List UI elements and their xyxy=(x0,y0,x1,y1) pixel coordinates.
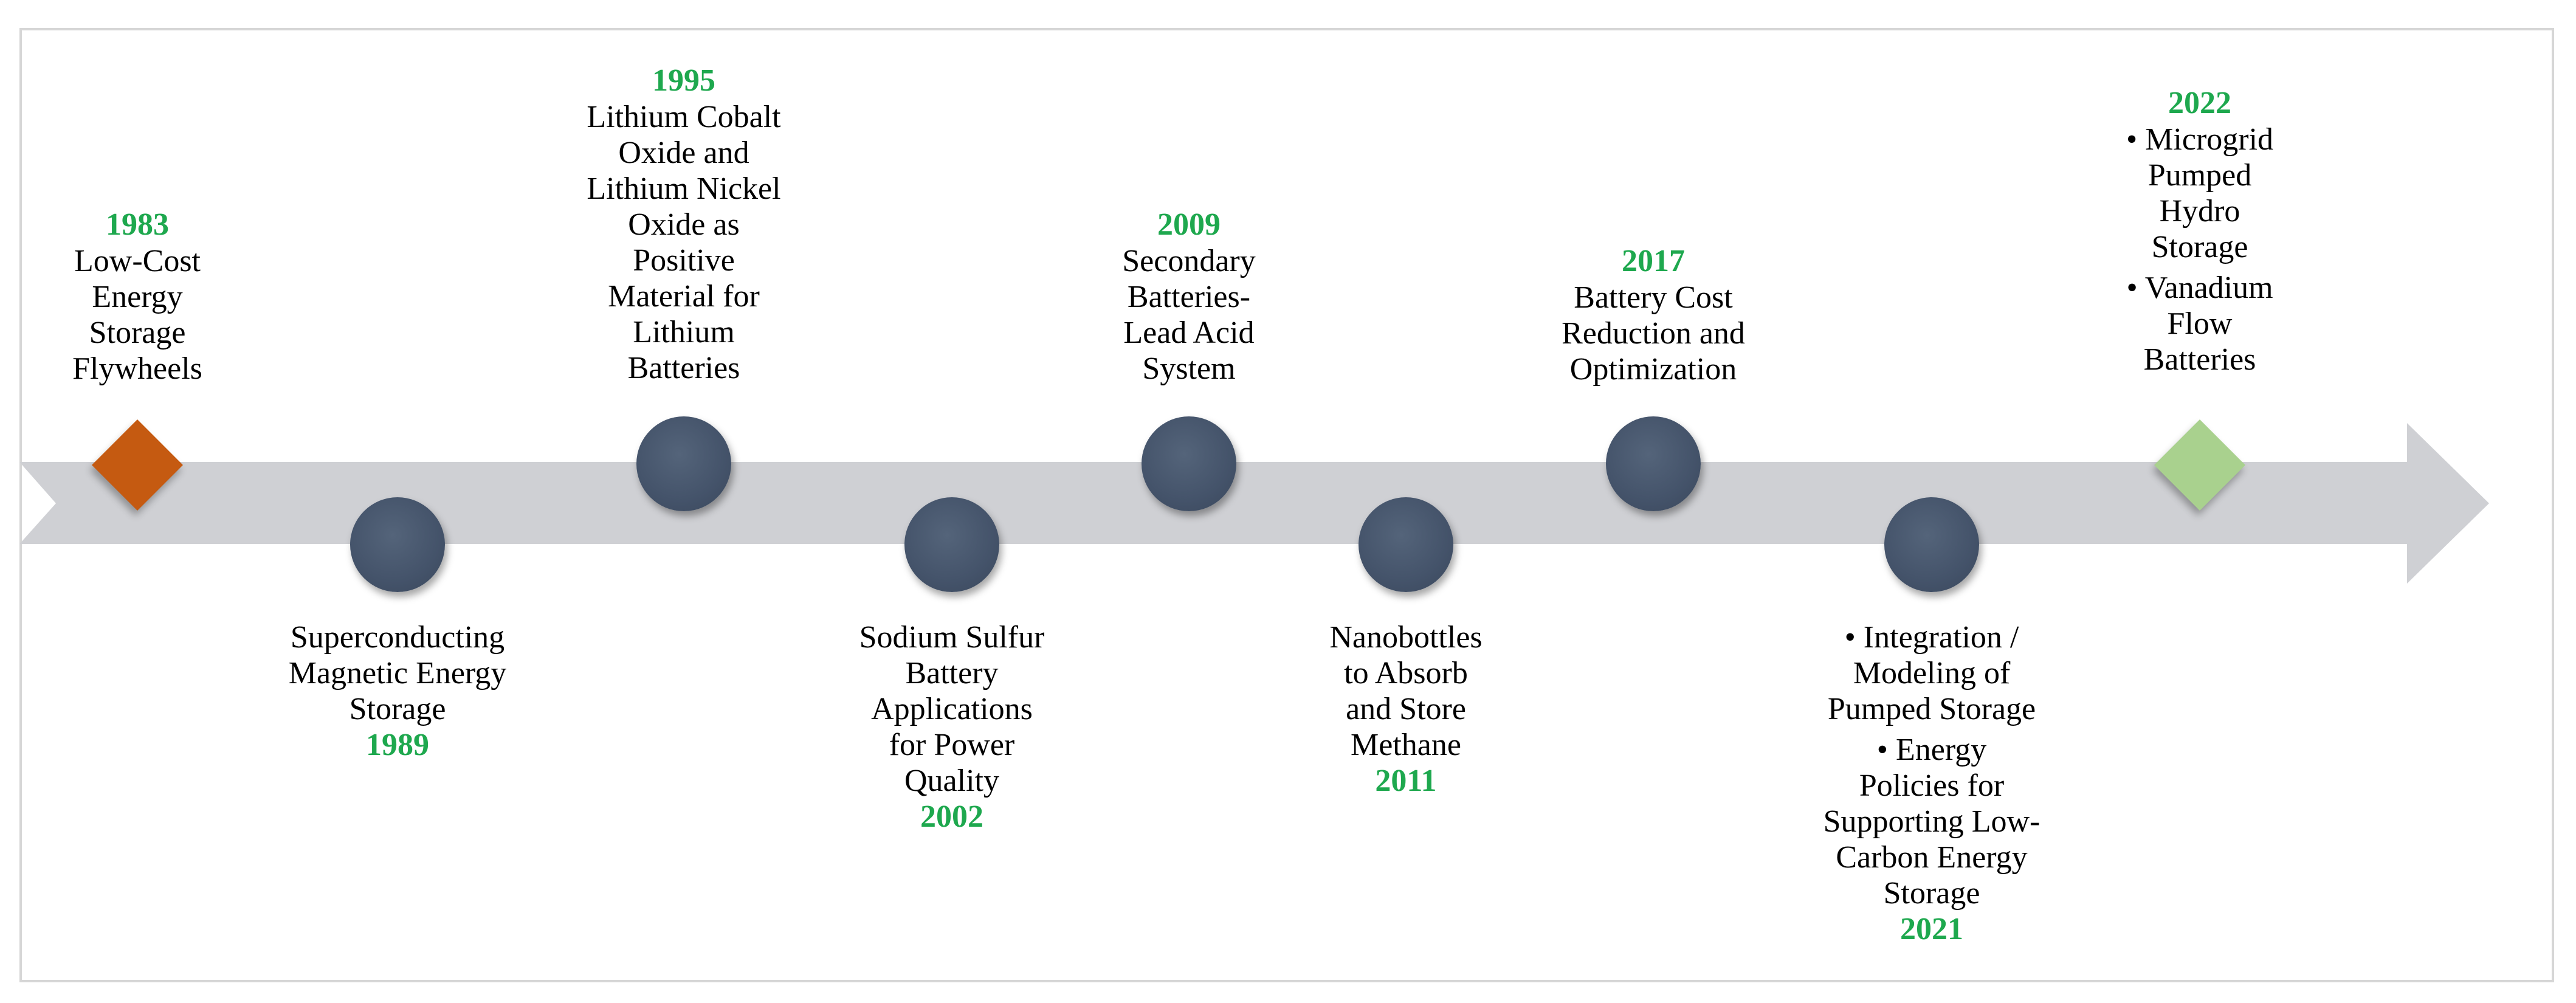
marker-2021-circle-icon xyxy=(1884,497,1979,592)
event-1989-label: Superconducting Magnetic Energy Storage … xyxy=(252,619,543,763)
event-text: Secondary Batteries- Lead Acid System xyxy=(1122,244,1256,386)
marker-2017-circle-icon xyxy=(1606,416,1701,511)
event-year: 1995 xyxy=(652,63,715,98)
event-year: 2009 xyxy=(1157,207,1221,242)
event-year: 1989 xyxy=(366,728,429,762)
marker-2002-circle-icon xyxy=(904,497,999,592)
event-text: Superconducting Magnetic Energy Storage xyxy=(288,620,507,726)
event-bullet: • Microgrid Pumped Hydro Storage xyxy=(2126,122,2274,264)
event-year: 2002 xyxy=(920,799,983,834)
marker-2009-circle-icon xyxy=(1142,416,1236,511)
event-text: Sodium Sulfur Battery Applications for P… xyxy=(859,620,1045,798)
event-2022-label: 2022 • Microgrid Pumped Hydro Storage • … xyxy=(2054,85,2346,377)
event-text: Lithium Cobalt Oxide and Lithium Nickel … xyxy=(587,100,781,385)
event-year: 1983 xyxy=(106,207,169,242)
event-year: 2017 xyxy=(1622,244,1685,278)
event-year: 2011 xyxy=(1375,763,1437,798)
marker-1989-circle-icon xyxy=(350,497,445,592)
event-text: Battery Cost Reduction and Optimization xyxy=(1562,280,1745,387)
event-bullet: • Energy Policies for Supporting Low- Ca… xyxy=(1823,732,2040,911)
event-text: Low-Cost Energy Storage Flywheels xyxy=(72,244,202,386)
event-year: 2021 xyxy=(1900,912,1963,946)
event-2011-label: Nanobottles to Absorb and Store Methane … xyxy=(1260,619,1552,799)
event-bullet: • Integration / Modeling of Pumped Stora… xyxy=(1827,620,2036,726)
event-year: 2022 xyxy=(2168,86,2231,120)
event-text: Nanobottles to Absorb and Store Methane xyxy=(1329,620,1483,762)
event-2002-label: Sodium Sulfur Battery Applications for P… xyxy=(806,619,1098,835)
marker-1995-circle-icon xyxy=(636,416,731,511)
event-2009-label: 2009 Secondary Batteries- Lead Acid Syst… xyxy=(1043,207,1335,387)
event-bullet: • Vanadium Flow Batteries xyxy=(2126,271,2273,377)
event-2021-label: • Integration / Modeling of Pumped Stora… xyxy=(1786,619,2078,948)
event-1983-label: 1983 Low-Cost Energy Storage Flywheels xyxy=(0,207,283,387)
timeline-frame xyxy=(19,28,2554,982)
event-2017-label: 2017 Battery Cost Reduction and Optimiza… xyxy=(1507,243,1799,387)
event-1995-label: 1995 Lithium Cobalt Oxide and Lithium Ni… xyxy=(538,63,830,386)
marker-2011-circle-icon xyxy=(1359,497,1453,592)
